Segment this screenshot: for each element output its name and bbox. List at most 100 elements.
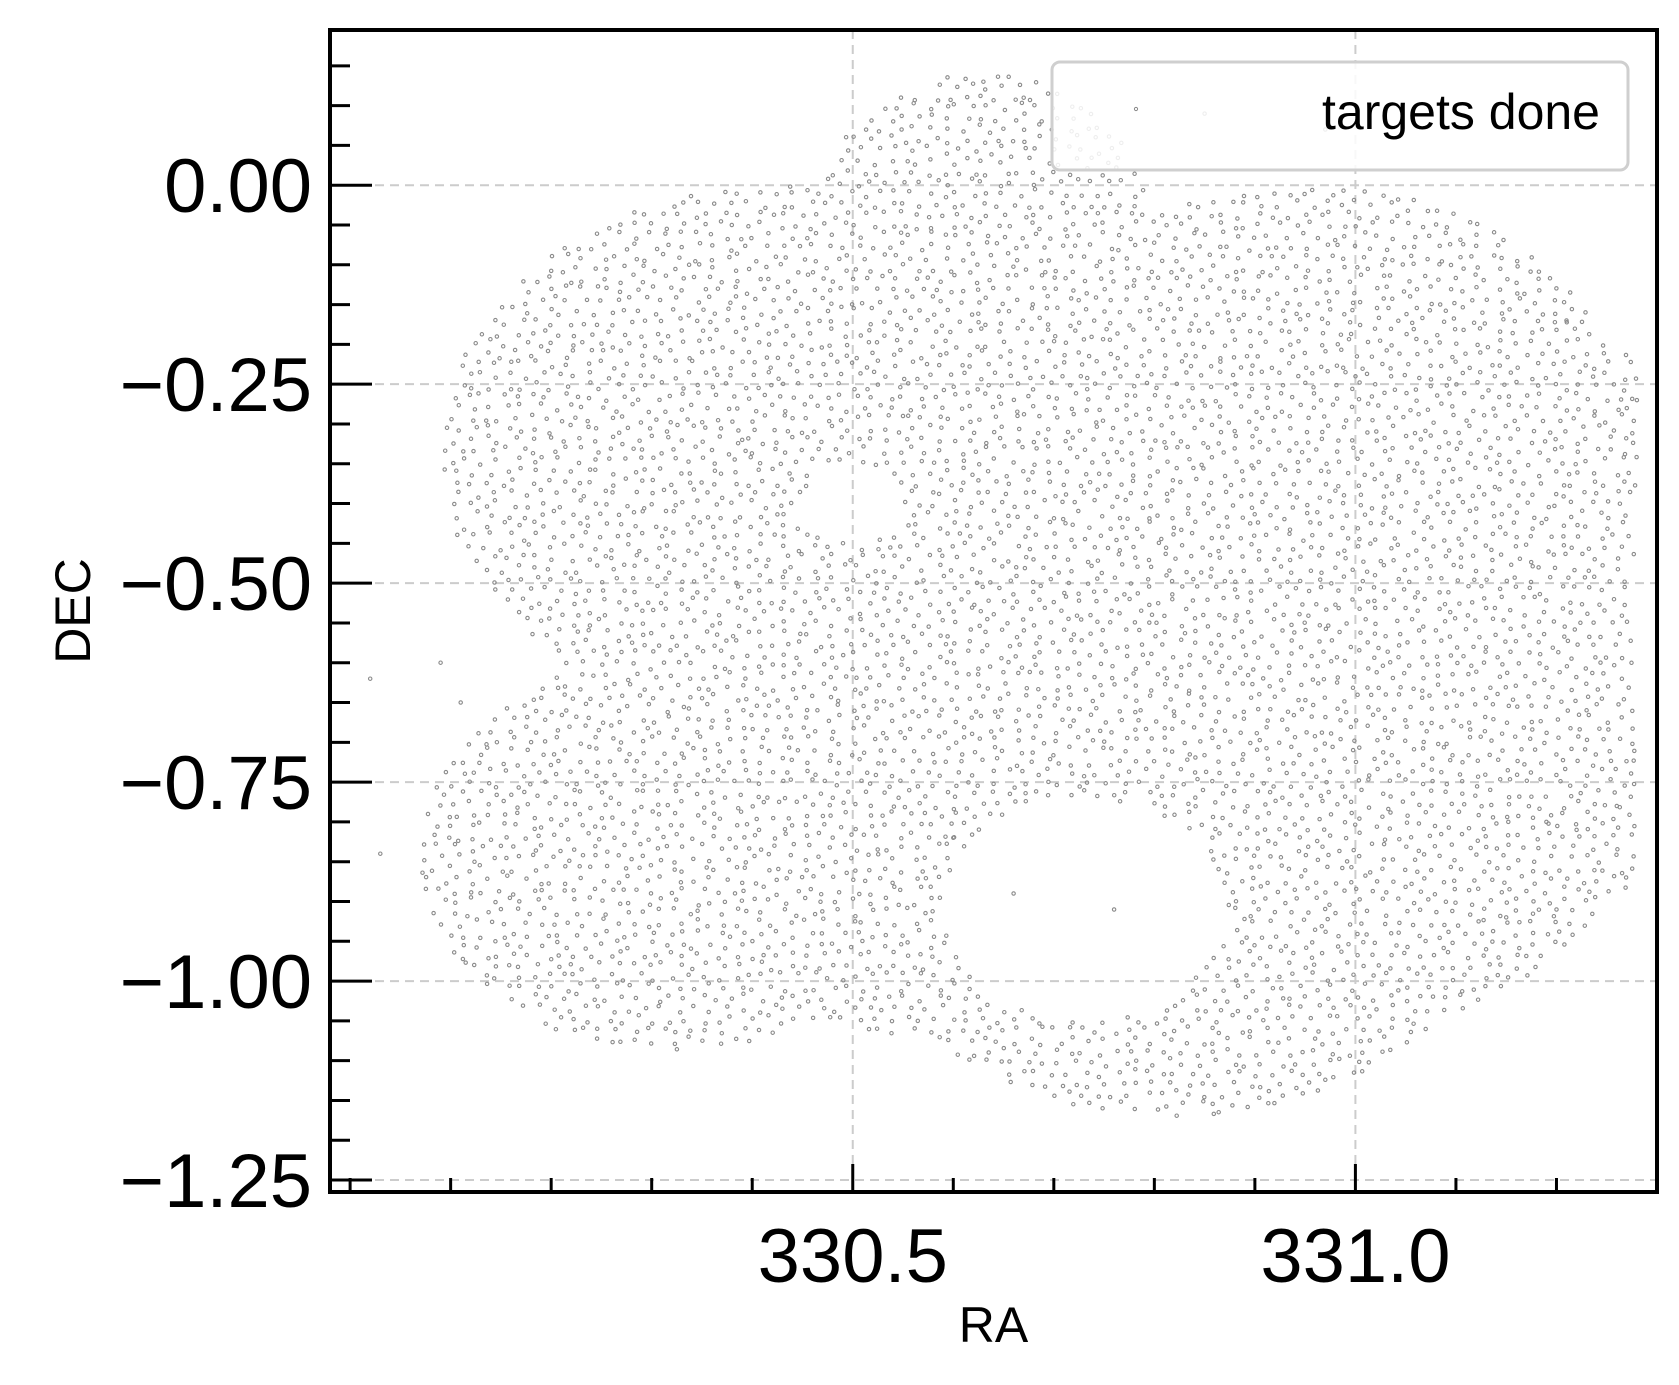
target-point — [1241, 1031, 1244, 1034]
target-point — [1403, 568, 1406, 571]
target-point — [1298, 613, 1301, 616]
target-point — [523, 539, 526, 542]
target-point — [680, 588, 683, 591]
target-point — [1188, 689, 1191, 692]
target-point — [1007, 560, 1010, 563]
target-point — [617, 298, 620, 301]
target-point — [570, 403, 573, 406]
target-point — [1543, 440, 1546, 443]
target-point — [1031, 388, 1034, 391]
target-point — [1583, 748, 1586, 751]
target-point — [1358, 537, 1361, 540]
target-point — [992, 782, 995, 785]
target-point — [1150, 689, 1153, 692]
target-point — [1343, 795, 1346, 798]
target-point — [1222, 451, 1225, 454]
target-point — [772, 816, 775, 819]
target-point — [879, 877, 882, 880]
target-point — [1601, 869, 1604, 872]
target-point — [862, 751, 865, 754]
target-point — [917, 614, 920, 617]
target-point — [1175, 1089, 1178, 1092]
target-point — [635, 888, 638, 891]
target-point — [1017, 544, 1020, 547]
target-point — [627, 635, 630, 638]
target-point — [731, 635, 734, 638]
target-point — [790, 824, 793, 827]
target-point — [494, 940, 497, 943]
target-point — [938, 961, 941, 964]
target-point — [719, 649, 722, 652]
target-point — [1136, 374, 1139, 377]
target-point — [563, 889, 566, 892]
target-point — [782, 535, 785, 538]
target-point — [1597, 861, 1600, 864]
target-point — [523, 704, 526, 707]
target-point — [453, 892, 456, 895]
target-point — [717, 764, 720, 767]
target-point — [579, 405, 582, 408]
target-point — [1529, 580, 1532, 583]
target-point — [628, 342, 631, 345]
target-point — [1062, 517, 1065, 520]
target-point — [1374, 383, 1377, 386]
target-point — [829, 814, 832, 817]
target-point — [1301, 817, 1304, 820]
target-point — [984, 392, 987, 395]
target-point — [687, 549, 690, 552]
target-point — [1345, 860, 1348, 863]
target-point — [773, 428, 776, 431]
target-point — [960, 407, 963, 410]
target-point — [687, 460, 690, 463]
target-point — [1024, 792, 1027, 795]
target-point — [735, 534, 738, 537]
target-point — [1075, 1083, 1078, 1086]
target-point — [1250, 464, 1253, 467]
target-point — [1405, 391, 1408, 394]
target-point — [513, 716, 516, 719]
target-point — [1554, 405, 1557, 408]
target-point — [1336, 343, 1339, 346]
target-point — [1128, 1028, 1131, 1031]
target-point — [1325, 608, 1328, 611]
target-point — [1385, 349, 1388, 352]
target-point — [577, 614, 580, 617]
target-point — [938, 896, 941, 899]
target-point — [945, 352, 948, 355]
target-point — [643, 344, 646, 347]
target-point — [1383, 838, 1386, 841]
target-point — [1256, 521, 1259, 524]
target-point — [567, 990, 570, 993]
target-point — [986, 1003, 989, 1006]
target-point — [1242, 717, 1245, 720]
target-point — [1347, 471, 1350, 474]
target-point — [931, 345, 934, 348]
target-point — [773, 844, 776, 847]
target-point — [1239, 366, 1242, 369]
target-point — [761, 442, 764, 445]
target-point — [579, 982, 582, 985]
target-point — [1533, 516, 1536, 519]
target-point — [552, 509, 555, 512]
target-point — [1422, 763, 1425, 766]
target-point — [964, 1019, 967, 1022]
target-point — [1586, 854, 1589, 857]
target-point — [675, 1048, 678, 1051]
target-point — [1318, 522, 1321, 525]
target-point — [1187, 802, 1190, 805]
target-point — [859, 617, 862, 620]
target-point — [1258, 1063, 1261, 1066]
target-point — [613, 1011, 616, 1014]
target-point — [1344, 836, 1347, 839]
target-point — [1397, 931, 1400, 934]
target-point — [638, 439, 641, 442]
target-point — [1629, 639, 1632, 642]
target-point — [1134, 1036, 1137, 1039]
target-point — [1362, 941, 1365, 944]
target-point — [639, 374, 642, 377]
target-point — [594, 845, 597, 848]
target-point — [821, 864, 824, 867]
target-point — [919, 885, 922, 888]
target-point — [736, 442, 739, 445]
target-point — [1043, 1085, 1046, 1088]
